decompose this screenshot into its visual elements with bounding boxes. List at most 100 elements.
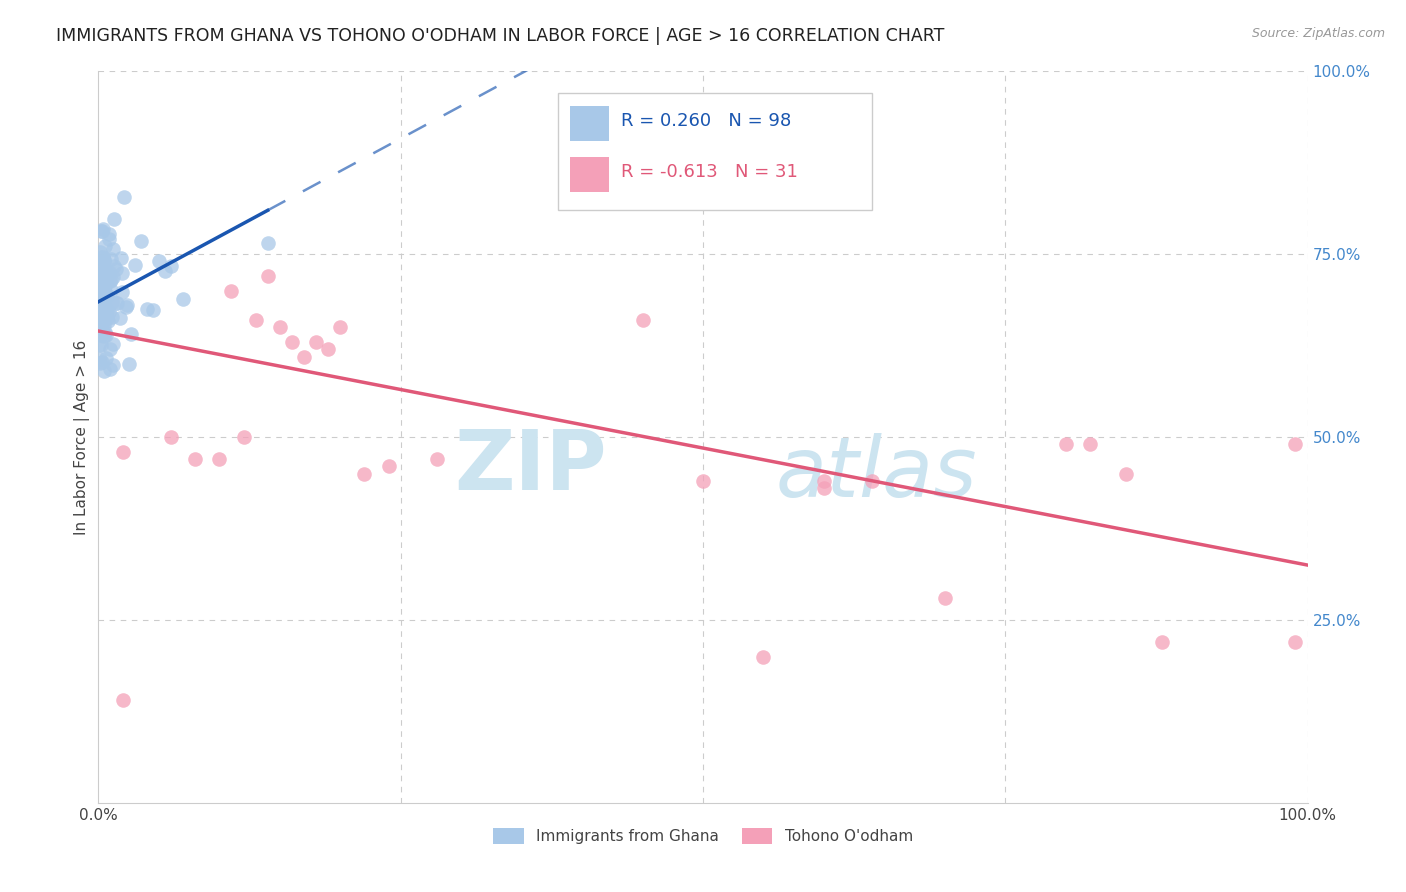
Point	[89, 274, 111, 288]
Point	[90, 224, 112, 238]
Point	[96, 289, 118, 303]
Point	[89, 356, 111, 370]
Point	[142, 303, 165, 318]
Point	[96, 303, 118, 318]
Y-axis label: In Labor Force | Age > 16: In Labor Force | Age > 16	[75, 340, 90, 534]
Point	[1152, 635, 1174, 649]
Point	[934, 591, 956, 605]
Point	[353, 467, 375, 481]
Point	[221, 284, 243, 298]
Point	[90, 320, 112, 334]
Point	[100, 273, 122, 287]
Point	[93, 265, 115, 279]
Point	[94, 287, 117, 301]
Point	[91, 250, 114, 264]
Point	[111, 267, 134, 281]
Point	[105, 296, 128, 310]
Point	[87, 260, 110, 274]
Point	[111, 444, 134, 458]
Point	[90, 305, 112, 319]
Point	[105, 296, 128, 310]
Point	[269, 320, 291, 334]
Point	[160, 430, 183, 444]
Point	[112, 190, 135, 204]
Point	[129, 234, 152, 248]
Text: R = 0.260   N = 98: R = 0.260 N = 98	[621, 112, 792, 130]
Point	[305, 334, 328, 349]
Point	[1284, 437, 1306, 451]
Point	[256, 235, 278, 250]
Point	[91, 326, 114, 341]
Point	[93, 313, 115, 327]
Point	[97, 305, 120, 319]
Point	[91, 222, 114, 236]
Legend: Immigrants from Ghana, Tohono O'odham: Immigrants from Ghana, Tohono O'odham	[486, 822, 920, 850]
Point	[91, 273, 114, 287]
Point	[100, 252, 122, 266]
Point	[100, 362, 122, 376]
Point	[91, 304, 114, 318]
Point	[172, 292, 194, 306]
Point	[184, 452, 207, 467]
Point	[135, 301, 157, 316]
FancyBboxPatch shape	[569, 106, 609, 141]
Point	[93, 325, 115, 339]
Point	[89, 302, 111, 317]
Point	[89, 352, 111, 367]
Point	[93, 318, 115, 332]
FancyBboxPatch shape	[558, 94, 872, 211]
Point	[103, 211, 125, 226]
Point	[93, 295, 115, 310]
Point	[93, 272, 115, 286]
Point	[94, 239, 117, 253]
Point	[1054, 437, 1077, 451]
Point	[105, 262, 128, 277]
Point	[90, 328, 112, 343]
Point	[91, 224, 114, 238]
Point	[101, 310, 124, 325]
Point	[93, 293, 115, 308]
Text: ZIP: ZIP	[454, 425, 606, 507]
Point	[153, 264, 176, 278]
Point	[631, 313, 654, 327]
Point	[245, 313, 267, 327]
Point	[692, 474, 714, 488]
Point	[93, 252, 115, 267]
Point	[329, 320, 352, 334]
Point	[89, 337, 111, 351]
Point	[813, 474, 835, 488]
Point	[148, 254, 170, 268]
Point	[208, 452, 231, 467]
Point	[90, 262, 112, 277]
Point	[100, 283, 122, 297]
Point	[1115, 467, 1137, 481]
Text: IMMIGRANTS FROM GHANA VS TOHONO O'ODHAM IN LABOR FORCE | AGE > 16 CORRELATION CH: IMMIGRANTS FROM GHANA VS TOHONO O'ODHAM …	[56, 27, 945, 45]
Point	[94, 310, 117, 324]
Point	[93, 266, 115, 280]
Point	[160, 259, 183, 273]
Point	[94, 327, 117, 342]
Point	[115, 301, 138, 315]
Point	[90, 293, 112, 308]
Point	[90, 338, 112, 352]
Point	[93, 279, 115, 293]
Point	[752, 649, 775, 664]
Point	[101, 336, 124, 351]
Point	[91, 270, 114, 285]
Point	[111, 693, 134, 707]
Point	[91, 292, 114, 306]
Point	[94, 299, 117, 313]
Point	[98, 265, 121, 279]
Point	[101, 270, 124, 285]
Point	[89, 250, 111, 264]
Point	[101, 359, 124, 373]
Point	[110, 251, 132, 265]
Point	[101, 242, 124, 256]
Text: Source: ZipAtlas.com: Source: ZipAtlas.com	[1251, 27, 1385, 40]
Point	[292, 350, 315, 364]
Point	[91, 355, 114, 369]
Point	[87, 267, 110, 281]
Point	[813, 481, 835, 495]
Point	[1284, 635, 1306, 649]
Point	[256, 269, 278, 284]
